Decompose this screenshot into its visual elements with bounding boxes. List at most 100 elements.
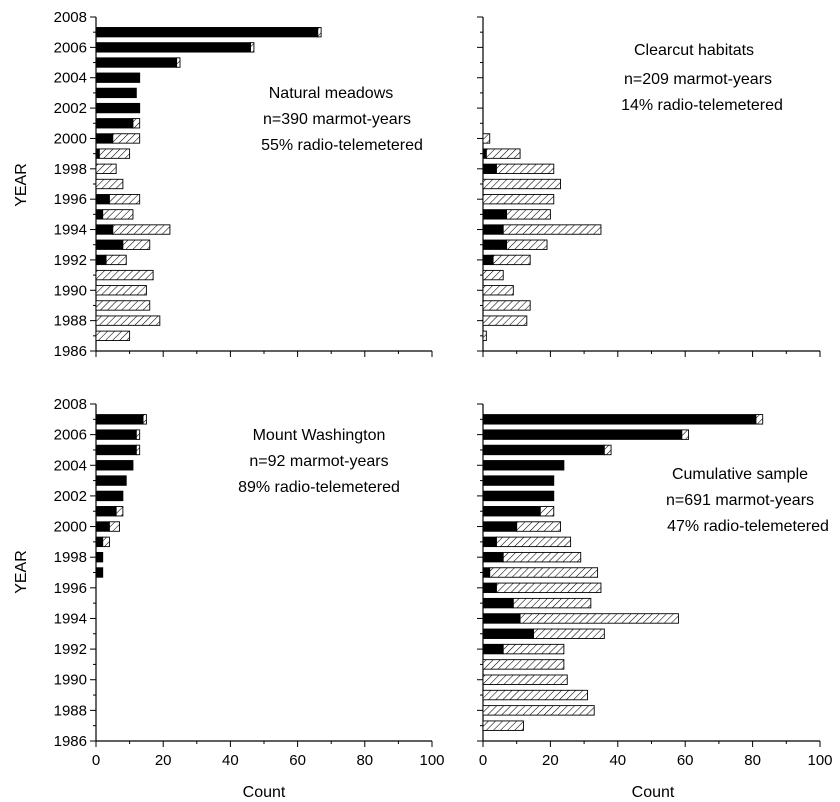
y-axis-title: YEAR xyxy=(13,550,30,594)
panel-mount-washington: 2008 2006 2004 2002 2000 1998 1996 1994 1992 1990… xyxy=(13,396,445,801)
y-tick-label: 2008 xyxy=(54,396,87,413)
other-count-bar xyxy=(492,254,531,266)
panel-cumulative-sample: 0 20 40 60 80 100 Count Cumulative sample n=6… xyxy=(477,403,833,801)
x-tick-label: 60 xyxy=(289,752,306,769)
radio-telemetered-bar xyxy=(95,57,178,68)
panel-title: Mount Washington xyxy=(253,427,386,444)
panel-bars xyxy=(95,27,322,341)
y-tick-label: 2002 xyxy=(54,100,87,117)
y-tick-label: 1992 xyxy=(54,641,87,658)
telemetry-percent-label: 47% radio-telemetered xyxy=(667,518,829,535)
radio-telemetered-bar xyxy=(482,536,497,548)
panel-ticks: 0 20 40 60 80 100 xyxy=(477,403,833,769)
other-count-bar xyxy=(482,330,487,341)
y-tick-label: 2008 xyxy=(54,9,87,26)
other-count-bar xyxy=(95,163,117,174)
telemetry-percent-label: 89% radio-telemetered xyxy=(238,479,400,496)
radio-telemetered-bar xyxy=(482,582,497,594)
other-count-bar xyxy=(496,163,555,174)
radio-telemetered-bar xyxy=(482,490,555,502)
radio-telemetered-bar xyxy=(482,429,683,440)
radio-telemetered-bar xyxy=(95,118,134,129)
y-tick-label: 2000 xyxy=(54,519,87,536)
radio-telemetered-bar xyxy=(95,475,127,486)
other-count-bar xyxy=(482,285,514,296)
radio-telemetered-bar xyxy=(482,224,504,235)
radio-telemetered-bar xyxy=(482,148,487,159)
other-count-bar xyxy=(95,269,154,281)
other-count-bar xyxy=(142,414,147,425)
radio-telemetered-bar xyxy=(95,536,104,548)
other-count-bar xyxy=(115,506,124,517)
panel-title: Clearcut habitats xyxy=(634,42,754,59)
radio-telemetered-bar xyxy=(482,254,494,266)
other-count-bar xyxy=(603,444,612,456)
sample-size-label: n=390 marmot-years xyxy=(263,111,411,128)
other-count-bar xyxy=(482,720,524,731)
x-axis-title: Count xyxy=(243,784,286,801)
y-tick-label: 1986 xyxy=(54,733,87,750)
other-count-bar xyxy=(482,194,555,205)
radio-telemetered-bar xyxy=(95,414,144,425)
radio-telemetered-bar xyxy=(482,163,497,174)
x-tick-label: 40 xyxy=(222,752,239,769)
y-tick-label: 1996 xyxy=(54,191,87,208)
x-tick-label: 80 xyxy=(744,752,761,769)
x-axis-title: Count xyxy=(632,784,675,801)
x-tick-label: 20 xyxy=(155,752,172,769)
other-count-bar xyxy=(755,414,764,425)
y-tick-label: 1998 xyxy=(54,161,87,178)
radio-telemetered-bar xyxy=(482,597,514,609)
x-tick-label: 100 xyxy=(419,752,444,769)
x-tick-label: 100 xyxy=(807,752,832,769)
y-tick-label: 1996 xyxy=(54,580,87,597)
y-tick-label: 2004 xyxy=(54,457,87,474)
telemetry-percent-label: 55% radio-telemetered xyxy=(261,137,423,154)
other-count-bar xyxy=(102,209,134,220)
y-tick-label: 1990 xyxy=(54,282,87,299)
other-count-bar xyxy=(482,689,588,701)
other-count-bar xyxy=(95,330,131,341)
other-count-bar xyxy=(482,705,595,716)
y-tick-label: 1986 xyxy=(54,343,87,360)
radio-telemetered-bar xyxy=(482,475,555,486)
other-count-bar xyxy=(482,178,561,190)
y-tick-label: 1998 xyxy=(54,549,87,566)
other-count-bar xyxy=(122,239,151,250)
y-tick-label: 1990 xyxy=(54,672,87,689)
other-count-bar xyxy=(482,674,568,685)
panel-ticks: 2008 2006 2004 2002 2000 1998 1996 1994 1992 1990… xyxy=(54,396,445,769)
other-count-bar xyxy=(681,429,690,440)
y-tick-label: 2006 xyxy=(54,427,87,444)
radio-telemetered-bar xyxy=(95,429,137,440)
radio-telemetered-bar xyxy=(95,133,114,144)
radio-telemetered-bar xyxy=(95,42,252,53)
other-count-bar xyxy=(112,224,171,235)
y-tick-label: 1994 xyxy=(54,222,87,239)
other-count-bar xyxy=(95,315,161,326)
panel-bars xyxy=(482,414,764,731)
radio-telemetered-bar xyxy=(95,506,117,517)
y-tick-label: 2006 xyxy=(54,39,87,56)
other-count-bar xyxy=(482,659,565,670)
other-count-bar xyxy=(502,643,565,655)
x-tick-label: 20 xyxy=(542,752,559,769)
radio-telemetered-bar xyxy=(95,254,107,266)
other-count-bar xyxy=(95,300,151,311)
other-count-bar xyxy=(502,224,602,235)
x-tick-label: 80 xyxy=(356,752,373,769)
other-count-bar xyxy=(176,57,181,68)
radio-telemetered-bar xyxy=(95,521,110,532)
radio-telemetered-bar xyxy=(95,194,110,205)
other-count-bar xyxy=(132,118,141,129)
y-tick-label: 2002 xyxy=(54,488,87,505)
other-count-bar xyxy=(516,521,561,532)
y-axis-title: YEAR xyxy=(13,163,30,207)
radio-telemetered-bar xyxy=(95,490,124,502)
radio-telemetered-bar xyxy=(95,551,104,563)
x-tick-label: 0 xyxy=(479,752,487,769)
panel-natural-meadows: 2008 2006 2004 2002 2000 1998 1996 1994 1992 1990… xyxy=(13,9,433,360)
y-tick-label: 2000 xyxy=(54,130,87,147)
other-count-bar xyxy=(250,42,255,53)
